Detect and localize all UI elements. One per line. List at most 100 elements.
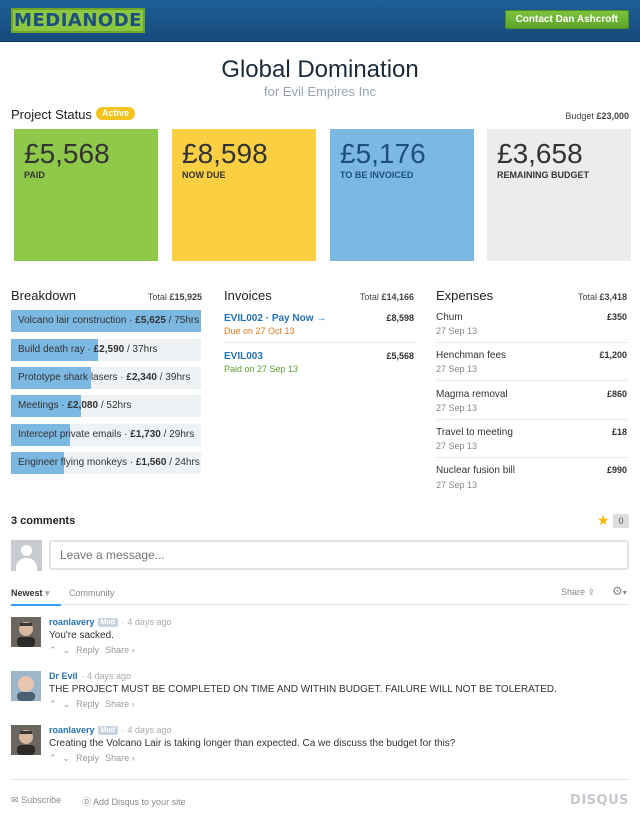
breakdown-bar — [11, 424, 70, 446]
breakdown-item-hours: 37hrs — [132, 344, 158, 355]
invoices-total: Total £14,166 — [360, 292, 414, 302]
downvote-icon[interactable]: ⌄ — [62, 645, 71, 655]
upvote-icon[interactable]: ⌃ — [49, 699, 57, 709]
message-input[interactable] — [49, 540, 629, 570]
tile-label: PAID — [24, 170, 45, 180]
budget-summary: Budget £23,000 — [565, 111, 629, 121]
tabs-divider — [11, 604, 629, 605]
expense-amount: £18 — [611, 427, 627, 437]
breakdown-item-amount: £1,730 — [130, 429, 161, 440]
breakdown-bar — [11, 339, 99, 361]
expense-date: 27 Sep 13 — [436, 403, 478, 413]
breakdown-text: Intercept private emails · £1,730 / 29hr… — [18, 429, 195, 440]
disqus-icon: Ⓓ — [82, 797, 92, 807]
gear-icon[interactable]: ⚙▾ — [612, 584, 627, 598]
comment-author[interactable]: Dr Evil · 4 days ago — [49, 671, 131, 681]
add-disqus-link[interactable]: Ⓓ Add Disqus to your site — [82, 795, 186, 808]
budget-label: Budget — [565, 111, 594, 121]
disqus-logo[interactable]: DISQUS — [570, 793, 629, 808]
avatar-head — [21, 545, 32, 556]
tab-newest[interactable]: Newest ▾ — [11, 588, 61, 606]
downvote-icon[interactable]: ⌄ — [62, 699, 71, 709]
comment-text: Creating the Volcano Lair is taking long… — [49, 738, 456, 749]
star-icon[interactable]: ★ — [597, 512, 610, 528]
invoice-number[interactable]: EVIL002 — [224, 313, 263, 324]
subscribe-link[interactable]: ✉ Subscribe — [11, 795, 61, 806]
comment-text: You're sacked. — [49, 630, 114, 641]
share-button[interactable]: Share ⇪ — [561, 587, 595, 598]
logo[interactable]: MEDIANODE — [11, 8, 145, 33]
breakdown-item-name: Build death ray — [18, 344, 85, 355]
comment-author-name[interactable]: roanlavery — [49, 617, 95, 627]
breakdown-row[interactable]: Engineer flying monkeys · £1,560 / 24hrs — [11, 452, 201, 474]
upvote-icon[interactable]: ⌃ — [49, 645, 57, 655]
invoice-status: Paid on 27 Sep 13 — [224, 364, 299, 374]
expense-amount: £990 — [606, 465, 627, 475]
invoices-total-value: £14,166 — [381, 292, 414, 302]
comment-time: · 4 days ago — [121, 617, 172, 627]
expense-amount: £350 — [606, 312, 627, 322]
expenses-total: Total £3,418 — [578, 292, 627, 302]
breakdown-item-hours: 39hrs — [165, 372, 191, 383]
breakdown-item-name: Engineer flying monkeys — [18, 457, 127, 468]
invoice-id[interactable]: EVIL003 — [224, 351, 263, 362]
breakdown-text: Engineer flying monkeys · £1,560 / 24hrs — [18, 457, 200, 468]
share-link[interactable]: Share › — [105, 699, 135, 709]
breakdown-item-amount: £2,340 — [126, 372, 157, 383]
top-bar: MEDIANODE Contact Dan Ashcroft — [0, 0, 640, 42]
tile-paid: £5,568 PAID — [14, 129, 158, 261]
budget-value: £23,000 — [596, 111, 629, 121]
comment-author[interactable]: roanlavery Mod · 4 days ago — [49, 617, 172, 628]
breakdown-text: Build death ray · £2,590 / 37hrs — [18, 344, 158, 355]
breakdown-bar — [11, 395, 82, 417]
comment-author-name[interactable]: Dr Evil — [49, 671, 78, 681]
downvote-icon[interactable]: ⌄ — [62, 753, 71, 763]
invoices-total-label: Total — [359, 292, 379, 302]
avatar[interactable] — [11, 617, 41, 647]
breakdown-item-name: Volcano lair construction — [18, 315, 127, 326]
subscribe-label: Subscribe — [21, 795, 62, 805]
mod-badge: Mod — [97, 618, 118, 628]
project-client: for Evil Empires Inc — [264, 84, 376, 99]
comment-author[interactable]: roanlavery Mod · 4 days ago — [49, 725, 171, 736]
expense-name: Henchman fees — [436, 350, 507, 361]
avatar[interactable] — [11, 671, 41, 701]
comment-actions: ⌃ ⌄ Reply Share › — [49, 699, 141, 710]
tile-remaining-budget: £3,658 REMAINING BUDGET — [487, 129, 631, 261]
breakdown-row[interactable]: Intercept private emails · £1,730 / 29hr… — [11, 424, 201, 446]
breakdown-item-hours: 52hrs — [106, 400, 132, 411]
comment-text: THE PROJECT MUST BE COMPLETED ON TIME AN… — [49, 684, 557, 695]
pay-now-link[interactable]: Pay Now → — [271, 313, 327, 324]
avatar[interactable] — [11, 725, 41, 755]
share-link[interactable]: Share › — [105, 645, 135, 655]
tab-newest-label: Newest — [11, 588, 43, 598]
expenses-heading: Expenses — [436, 288, 494, 303]
breakdown-item-hours: 29hrs — [169, 429, 195, 440]
expense-divider — [436, 419, 628, 420]
upvote-icon[interactable]: ⌃ — [49, 753, 57, 763]
breakdown-row[interactable]: Prototype shark lasers · £2,340 / 39hrs — [11, 367, 201, 389]
breakdown-row[interactable]: Meetings · £2,080 / 52hrs — [11, 395, 201, 417]
comment-author-name[interactable]: roanlavery — [49, 725, 95, 735]
reply-button[interactable]: Reply — [76, 645, 100, 655]
expense-amount: £1,200 — [599, 350, 627, 360]
tile-label: REMAINING BUDGET — [497, 170, 589, 180]
share-link[interactable]: Share › — [105, 753, 135, 763]
avatar — [11, 540, 42, 571]
breakdown-row[interactable]: Volcano lair construction · £5,625 / 75h… — [11, 310, 201, 332]
tile-to-be-invoiced: £5,176 TO BE INVOICED — [330, 129, 474, 261]
tile-label: TO BE INVOICED — [340, 170, 414, 180]
contact-button[interactable]: Contact Dan Ashcroft — [504, 10, 629, 29]
share-label: Share — [561, 587, 586, 597]
breakdown-row[interactable]: Build death ray · £2,590 / 37hrs — [11, 339, 201, 361]
invoice-number[interactable]: EVIL003 — [224, 351, 263, 362]
reply-button[interactable]: Reply — [76, 753, 100, 763]
breakdown-total: Total £15,925 — [148, 292, 202, 302]
reply-button[interactable]: Reply — [76, 699, 100, 709]
breakdown-total-value: £15,925 — [169, 292, 202, 302]
tab-community[interactable]: Community — [69, 588, 115, 598]
invoice-id[interactable]: EVIL002 · Pay Now → — [224, 313, 327, 324]
expense-date: 27 Sep 13 — [436, 364, 478, 374]
comment-time-label: 4 days ago — [87, 671, 132, 681]
comment-time: · 4 days ago — [81, 671, 132, 681]
